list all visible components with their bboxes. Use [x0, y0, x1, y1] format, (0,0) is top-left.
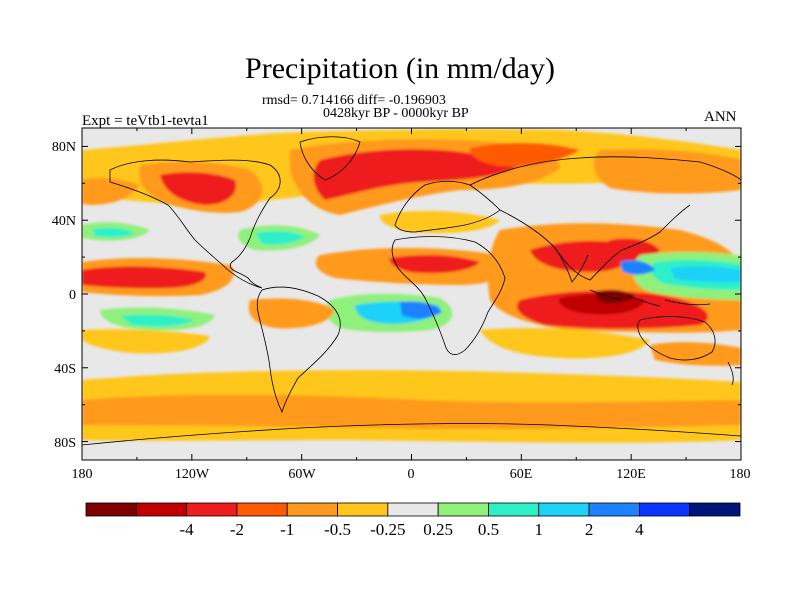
y-tick-label: 0: [69, 288, 76, 303]
colorbar-label: -4: [179, 520, 194, 539]
colorbar-label: 0.5: [477, 520, 500, 539]
y-tick-label: 80N: [51, 140, 76, 155]
x-tick-label: 180: [729, 467, 751, 482]
colorbar-swatch: [588, 502, 640, 517]
colorbar-swatch: [186, 502, 238, 517]
x-tick-label: 180: [71, 467, 93, 482]
colorbar-label: -1: [280, 520, 295, 539]
colorbar-label: -0.25: [370, 520, 406, 539]
field-layer: [82, 128, 741, 460]
period-label: 0428kyr BP - 0000kyr BP: [323, 106, 469, 121]
south-pacific-drying: [82, 329, 210, 354]
colorbar-label: 0.25: [423, 520, 454, 539]
x-tick-label: 120E: [616, 467, 646, 482]
sumatra-darkest: [595, 289, 635, 304]
colorbar-swatch: [286, 502, 338, 517]
stats-label: rmsd= 0.714166 diff= -0.196903: [262, 93, 446, 108]
north-atlantic-red: [313, 149, 520, 200]
west-pacific-blue: [670, 266, 741, 283]
south-indian-ocean-drying: [480, 328, 650, 359]
colorbar-label: 4: [635, 520, 644, 539]
anomaly-shading: [82, 129, 741, 443]
colorbar-label: -2: [229, 520, 244, 539]
colorbar-swatch: [488, 502, 540, 517]
africa-outline: [391, 236, 506, 355]
asia-outline: [469, 156, 741, 281]
colorbar: [85, 502, 741, 517]
new-zealand-outline: [727, 361, 734, 386]
australia-south-drying: [650, 342, 741, 366]
x-tick-label: 120W: [174, 467, 210, 482]
sahel-red: [389, 254, 480, 274]
colorbar-swatch: [337, 502, 389, 517]
north-atlantic-wetting-core: [255, 230, 305, 245]
colorbar-swatch: [85, 502, 137, 517]
philippine-sea-blue: [620, 260, 655, 275]
colorbar-label: 2: [584, 520, 594, 539]
southern-ocean-orange-strong: [82, 394, 741, 429]
tropical-pacific-red: [82, 266, 206, 289]
y-tick-label: 40S: [54, 362, 76, 377]
tick-marks: [81, 128, 742, 460]
colorbar-swatch: [236, 502, 288, 517]
colorbar-swatch: [689, 502, 741, 517]
greenland-outline: [299, 136, 361, 181]
x-tick-label: 0: [407, 467, 415, 482]
north-america-outline: [109, 159, 281, 289]
antarctica-outline: [82, 423, 741, 446]
coastlines: [82, 136, 741, 446]
colorbar-swatch: [638, 502, 691, 517]
india-outline: [554, 247, 589, 283]
australia-outline: [637, 316, 716, 361]
plot-title: Precipitation (in mm/day): [245, 52, 555, 85]
pacific-wetting-north-core: [92, 227, 135, 238]
colorbar-swatch: [437, 502, 489, 517]
colorbar-swatch: [387, 502, 439, 517]
colorbar-swatch: [135, 502, 188, 517]
y-tick-label: 40N: [51, 214, 76, 229]
south-pacific-cyan: [120, 314, 195, 327]
season-label: ANN: [704, 109, 737, 125]
colorbar-label: -0.5: [324, 520, 351, 539]
maritime-continent-outline: [589, 289, 711, 307]
x-tick-label: 60W: [288, 467, 316, 482]
south-america-outline: [256, 286, 341, 414]
south-atlantic-blue: [400, 301, 442, 319]
y-tick-label: 80S: [54, 436, 76, 451]
north-america-red: [160, 172, 236, 205]
experiment-label: Expt = teVtb1-tevta1: [82, 113, 209, 129]
x-tick-label: 60E: [509, 467, 533, 482]
colorbar-label: 1: [534, 520, 544, 539]
south-america-orange: [248, 298, 335, 329]
east-asia-orange: [593, 149, 741, 194]
colorbar-swatch: [538, 502, 590, 517]
north-pacific-orange: [82, 177, 140, 205]
mediterranean-orange: [379, 210, 500, 234]
